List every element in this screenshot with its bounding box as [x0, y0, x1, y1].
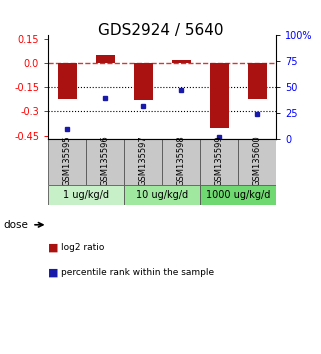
Bar — [172, 60, 191, 63]
Bar — [238, 139, 276, 184]
Bar — [200, 139, 238, 184]
Text: ■: ■ — [48, 268, 59, 278]
Bar — [86, 139, 124, 184]
Text: GSM135598: GSM135598 — [177, 136, 186, 186]
Bar — [247, 63, 266, 98]
Text: GSM135597: GSM135597 — [139, 136, 148, 186]
Bar — [48, 139, 86, 184]
Text: log2 ratio: log2 ratio — [61, 243, 104, 252]
Bar — [134, 63, 152, 100]
Bar — [162, 139, 200, 184]
Text: dose: dose — [3, 220, 28, 230]
Bar — [96, 55, 115, 63]
Bar — [58, 63, 77, 98]
Text: 1 ug/kg/d: 1 ug/kg/d — [63, 190, 109, 200]
Bar — [48, 184, 124, 205]
Bar — [210, 63, 229, 128]
Bar — [124, 139, 162, 184]
Text: GSM135596: GSM135596 — [100, 136, 110, 186]
Text: percentile rank within the sample: percentile rank within the sample — [61, 268, 214, 277]
Text: GSM135600: GSM135600 — [253, 136, 262, 186]
Text: 1000 ug/kg/d: 1000 ug/kg/d — [206, 190, 270, 200]
Text: GDS2924 / 5640: GDS2924 / 5640 — [98, 23, 223, 38]
Bar — [200, 184, 276, 205]
Text: GSM135599: GSM135599 — [214, 136, 224, 186]
Text: ■: ■ — [48, 243, 59, 253]
Text: GSM135595: GSM135595 — [63, 136, 72, 186]
Text: 10 ug/kg/d: 10 ug/kg/d — [136, 190, 188, 200]
Bar — [124, 184, 200, 205]
